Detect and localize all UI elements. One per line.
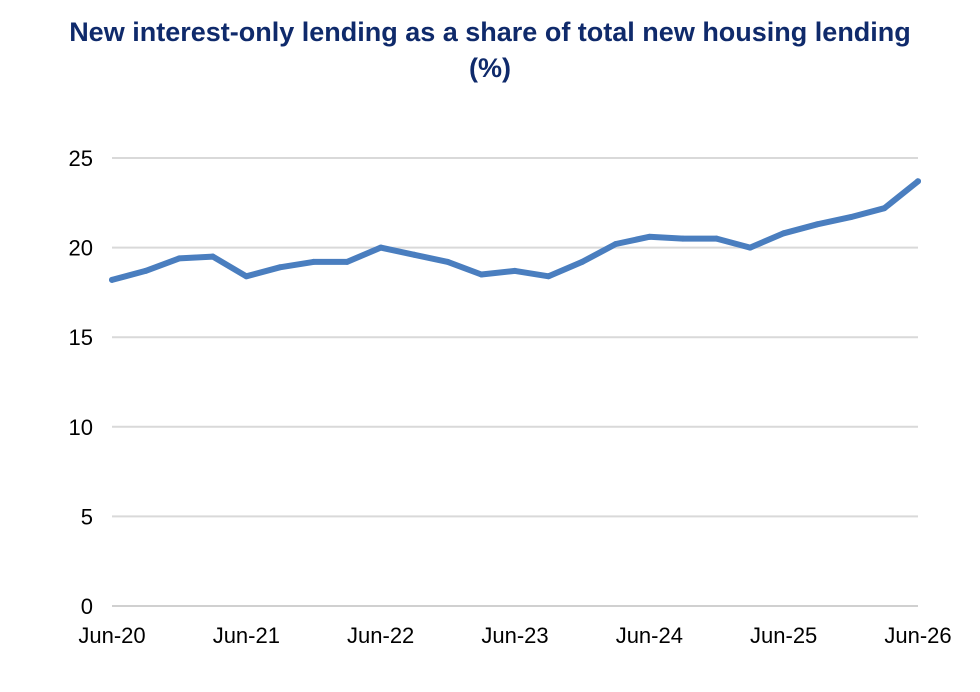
x-tick-label: Jun-22 [347,623,414,648]
chart-title: New interest-only lending as a share of … [0,14,980,86]
data-point [545,273,552,280]
data-point [344,258,351,265]
data-point [310,258,317,265]
data-point [780,230,787,237]
data-point [478,271,485,278]
y-tick-label: 10 [69,415,93,440]
y-tick-label: 20 [69,236,93,261]
data-point [579,258,586,265]
data-point [612,241,619,248]
y-tick-label: 25 [69,146,93,171]
x-tick-label: Jun-23 [481,623,548,648]
data-point [142,267,149,274]
chart-title-line2: (%) [469,53,511,83]
gridlines [112,157,918,607]
y-tick-label: 5 [81,504,93,529]
data-point [814,221,821,228]
chart-title-line1: New interest-only lending as a share of … [69,17,911,47]
data-point [109,276,115,283]
data-point [915,178,921,185]
data-point [411,251,418,258]
series-group [109,178,921,283]
x-tick-label: Jun-24 [616,623,683,648]
data-point [276,264,283,271]
series-line [109,178,921,283]
data-point [881,205,888,212]
data-point [444,258,451,265]
y-tick-label: 15 [69,325,93,350]
x-axis-ticks: Jun-20 Jun-21 Jun-22 Jun-23 Jun-24 Jun-25 Jun-… [78,623,951,648]
x-tick-label: Jun-20 [78,623,145,648]
data-point [512,267,518,274]
data-point [377,244,384,251]
data-point [176,255,183,262]
data-point [646,233,653,240]
data-point [847,214,854,221]
x-tick-label: Jun-26 [884,623,951,648]
x-tick-label: Jun-21 [213,623,280,648]
y-tick-label: 0 [81,594,93,619]
data-point [209,253,216,260]
y-axis-ticks: 0 5 10 15 20 25 [69,146,93,619]
data-point [243,273,250,280]
data-point [747,244,754,251]
x-tick-label: Jun-25 [750,623,817,648]
data-point [679,235,686,242]
data-point [713,235,720,242]
